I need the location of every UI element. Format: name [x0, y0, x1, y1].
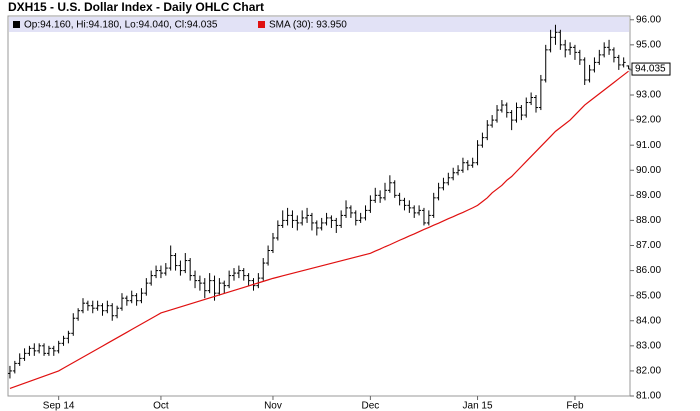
- legend-entry: SMA (30): 93.950: [269, 20, 347, 31]
- y-tick-label: 95.00: [636, 39, 661, 50]
- y-tick-label: 96.00: [636, 14, 661, 25]
- y-tick-label: 83.00: [636, 340, 661, 351]
- legend-swatch: [13, 21, 20, 28]
- y-tick-label: 93.00: [636, 90, 661, 101]
- sma-line: [9, 70, 629, 390]
- y-tick-label: 90.00: [636, 165, 661, 176]
- x-tick-label: Feb: [566, 401, 584, 411]
- x-tick-label: Nov: [264, 401, 282, 411]
- legend-entry: Op:94.160, Hi:94.180, Lo:94.040, Cl:94.0…: [24, 20, 218, 31]
- x-tick-label: Sep 14: [43, 401, 75, 411]
- legend-strip: [9, 17, 629, 32]
- x-tick-label: Jan 15: [463, 401, 493, 411]
- y-tick-label: 88.00: [636, 215, 661, 226]
- chart-title: DXH15 - U.S. Dollar Index - Daily OHLC C…: [8, 0, 264, 14]
- y-tick-label: 91.00: [636, 140, 661, 151]
- y-tick-label: 85.00: [636, 290, 661, 301]
- last-price-box: [631, 62, 671, 76]
- y-tick-label: 82.00: [636, 366, 661, 377]
- x-tick-label: Oct: [153, 401, 169, 411]
- plot-area: [7, 15, 631, 397]
- y-tick-label: 81.00: [636, 391, 661, 402]
- y-tick-label: 92.00: [636, 115, 661, 126]
- y-tick-label: 86.00: [636, 265, 661, 276]
- legend-swatch: [258, 21, 265, 28]
- x-tick-label: Dec: [361, 401, 379, 411]
- y-tick-label: 87.00: [636, 240, 661, 251]
- last-price-label: 94.035: [635, 64, 666, 75]
- y-tick-label: 89.00: [636, 190, 661, 201]
- y-tick-label: 84.00: [636, 315, 661, 326]
